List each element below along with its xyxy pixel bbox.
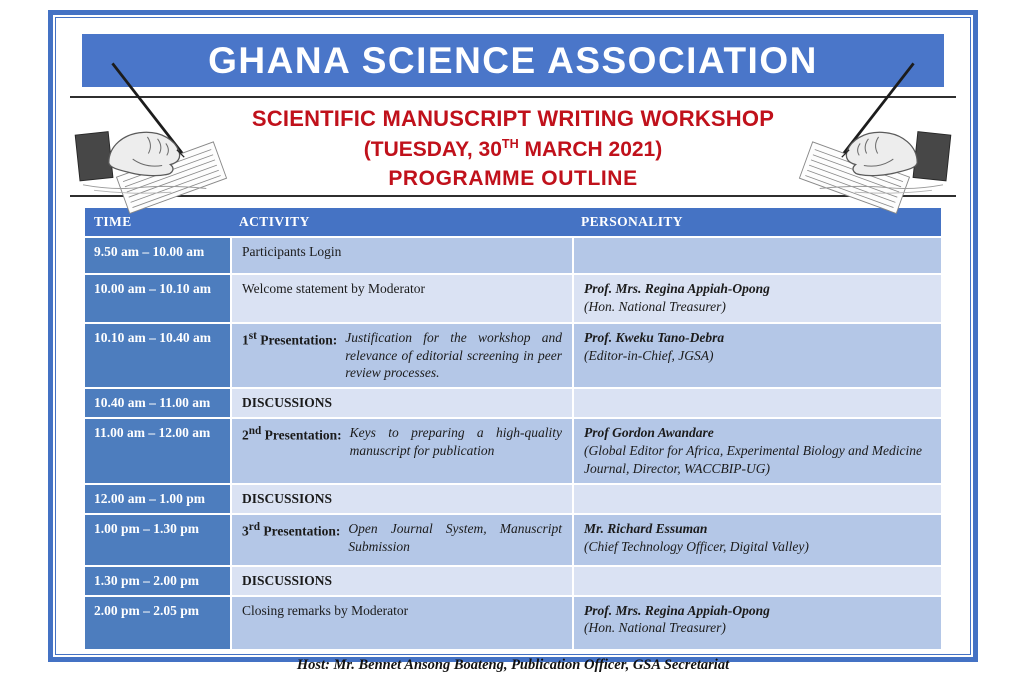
presentation-label: 1st Presentation: [242, 329, 338, 348]
personality-cell [572, 389, 941, 418]
presentation-label: 3rd Presentation: [242, 520, 341, 539]
presentation-topic: Open Journal System, Manuscript Submissi… [348, 520, 562, 554]
personality-cell [572, 484, 941, 513]
masthead: SCIENTIFIC MANUSCRIPT WRITING WORKSHOP (… [70, 62, 956, 215]
programme-table: TIME ACTIVITY PERSONALITY 9.50 am – 10.00 … [85, 208, 941, 649]
table-row: 1.30 pm – 2.00 pm DISCUSSIONS [85, 564, 941, 595]
time-cell: 11.00 am – 12.00 am [85, 419, 230, 483]
activity-cell: Welcome statement by Moderator [230, 274, 572, 322]
time-cell: 2.00 pm – 2.05 pm [85, 596, 230, 649]
table-row: 11.00 am – 12.00 am 2nd Presentation: Keys… [85, 417, 941, 483]
time-cell: 1.00 pm – 1.30 pm [85, 514, 230, 565]
time-cell: 10.10 am – 10.40 am [85, 323, 230, 388]
personality-role: (Editor-in-Chief, JGSA) [584, 347, 714, 363]
table-header-row: TIME ACTIVITY PERSONALITY [85, 208, 941, 236]
personality-cell: Prof. Mrs. Regina Appiah-Opong (Hon. Nati… [572, 274, 941, 322]
time-cell: 10.40 am – 11.00 am [85, 389, 230, 418]
programme-outline-label: PROGRAMME OUTLINE [388, 167, 638, 190]
table-row: 10.00 am – 10.10 am Welcome statement by … [85, 272, 941, 322]
personality-role: (Global Editor for Africa, Experimental … [584, 443, 922, 476]
personality-cell: Mr. Richard Essuman (Chief Technology Off… [572, 514, 941, 565]
activity-cell: DISCUSSIONS [230, 566, 572, 595]
personality-cell [572, 237, 941, 273]
hand-writing-illustration-right [784, 62, 952, 215]
table-row: 10.40 am – 11.00 am DISCUSSIONS [85, 387, 941, 418]
time-cell: 1.30 pm – 2.00 pm [85, 566, 230, 595]
hand-writing-illustration-left [74, 62, 242, 215]
time-cell: 10.00 am – 10.10 am [85, 274, 230, 322]
personality-cell: Prof Gordon Awandare (Global Editor for A… [572, 419, 941, 483]
activity-cell: Closing remarks by Moderator [230, 596, 572, 649]
activity-cell: Participants Login [230, 237, 572, 273]
presentation-label: 2nd Presentation: [242, 425, 342, 443]
page-border-inner-line: GHANA SCIENCE ASSOCIATION [55, 17, 971, 673]
workshop-date: (TUESDAY, 30TH MARCH 2021) [70, 137, 956, 162]
title-banner: GHANA SCIENCE ASSOCIATION [82, 34, 944, 87]
date-ordinal-superscript: TH [501, 137, 519, 151]
time-cell: 12.00 am – 1.00 pm [85, 484, 230, 513]
presentation-topic: Keys to preparing a high-quality manuscr… [349, 425, 562, 459]
personality-cell: Prof. Kweku Tano-Debra (Editor-in-Chief, … [572, 323, 941, 388]
activity-cell: DISCUSSIONS [230, 389, 572, 418]
personality-cell: Prof. Mrs. Regina Appiah-Opong (Hon. Nati… [572, 596, 941, 649]
date-suffix: MARCH 2021) [518, 138, 663, 161]
activity-cell: 3rd Presentation: Open Journal System, Ma… [230, 514, 572, 565]
personality-name: Mr. Richard Essuman [584, 520, 708, 536]
host-credit: Host: Mr. Bennet Ansong Boateng, Publica… [296, 656, 730, 673]
table-row: 2.00 pm – 2.05 pm Closing remarks by Mode… [85, 594, 941, 649]
personality-role: (Chief Technology Officer, Digital Valle… [584, 538, 809, 554]
table-row: 12.00 am – 1.00 pm DISCUSSIONS [85, 482, 941, 513]
workshop-title: SCIENTIFIC MANUSCRIPT WRITING WORKSHOP [251, 106, 775, 131]
table-body: 9.50 am – 10.00 am Participants Login 10.0… [85, 235, 941, 649]
time-cell: 9.50 am – 10.00 am [85, 237, 230, 273]
personality-role: (Hon. National Treasurer) [584, 620, 726, 636]
association-title: GHANA SCIENCE ASSOCIATION [208, 39, 818, 81]
personality-role: (Hon. National Treasurer) [584, 298, 726, 314]
activity-cell: DISCUSSIONS [230, 484, 572, 513]
page-border-frame: GHANA SCIENCE ASSOCIATION [48, 10, 978, 673]
column-header: TIME [94, 214, 132, 229]
personality-name: Prof. Kweku Tano-Debra [584, 329, 725, 345]
table-row: 9.50 am – 10.00 am Participants Login [85, 235, 941, 273]
personality-cell [572, 566, 941, 595]
table-row: 10.10 am – 10.40 am 1st Presentation: Just… [85, 321, 941, 388]
table-row: 1.00 pm – 1.30 pm 3rd Presentation: Open J… [85, 512, 941, 565]
activity-cell: 1st Presentation: Justification for the w… [230, 323, 572, 388]
column-header: ACTIVITY [239, 214, 310, 229]
activity-cell: 2nd Presentation: Keys to preparing a hig… [230, 419, 572, 483]
personality-name: Prof. Mrs. Regina Appiah-Opong [584, 602, 770, 618]
personality-name: Prof. Mrs. Regina Appiah-Opong [584, 280, 770, 296]
date-prefix: (TUESDAY, 30 [363, 138, 502, 161]
page-content: GHANA SCIENCE ASSOCIATION [56, 18, 970, 673]
personality-name: Prof Gordon Awandare [584, 425, 714, 441]
presentation-topic: Justification for the workshop and relev… [345, 329, 562, 381]
column-header: PERSONALITY [581, 214, 683, 229]
